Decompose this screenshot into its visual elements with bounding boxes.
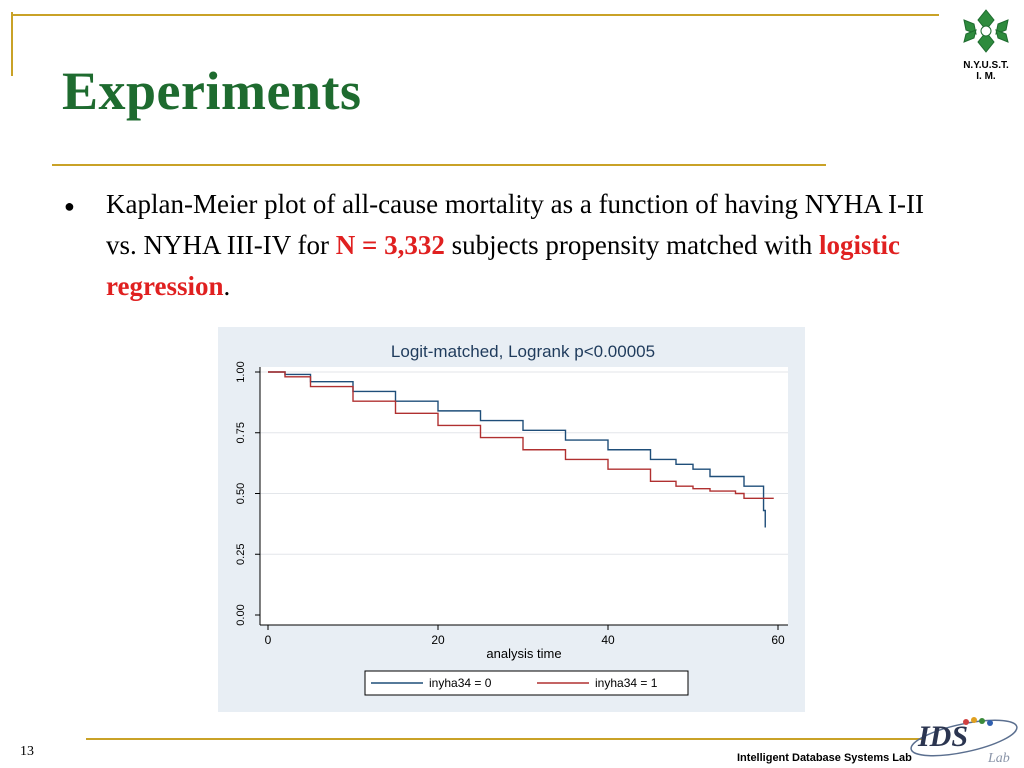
ids-logo-text: IDS (917, 720, 968, 753)
decorative-top-line (11, 14, 939, 16)
legend-label-1: inyha34 = 1 (595, 676, 658, 690)
y-tick-label: 0.50 (235, 483, 247, 504)
x-tick-label: 60 (771, 633, 785, 647)
chart-title: Logit-matched, Logrank p<0.00005 (391, 342, 655, 361)
grid-layer (260, 371, 788, 555)
y-tick-label: 0.00 (235, 604, 247, 625)
y-tick-label: 0.75 (235, 422, 247, 443)
title-underline (52, 164, 826, 166)
axis-layer: 0.00 0.25 0.50 0.75 1.00 0 20 40 60 (235, 361, 788, 647)
plot-area (260, 367, 788, 625)
bullet-text: Kaplan-Meier plot of all-cause mortality… (106, 184, 936, 307)
decorative-vertical-line (11, 12, 13, 76)
ids-lab-logo-icon: IDS Lab (910, 717, 1018, 766)
x-axis-label: analysis time (486, 646, 561, 661)
slide-title: Experiments (62, 61, 362, 121)
bullet-marker: ● (64, 196, 75, 216)
ids-logo-subtext: Lab (987, 751, 1010, 766)
kaplan-meier-chart: Logit-matched, Logrank p<0.00005 0.00 0.2… (218, 327, 805, 712)
footer-lab-name: Intelligent Database Systems Lab (737, 752, 912, 764)
legend-label-0: inyha34 = 0 (429, 676, 492, 690)
page-number: 13 (20, 744, 34, 759)
university-logo-icon (963, 9, 1009, 53)
bullet-part-1: Kaplan-Meier plot of all-cause mortality… (106, 189, 924, 260)
footer-line (86, 738, 922, 740)
y-tick-label: 1.00 (235, 361, 247, 382)
highlight-method: logistic regression (106, 230, 901, 301)
x-tick-label: 20 (431, 633, 445, 647)
bullet-part-3: . (223, 271, 231, 301)
bullet-part-2: subjects propensity matched with (444, 230, 820, 260)
y-tick-label: 0.25 (235, 544, 247, 565)
series-line-1 (268, 371, 774, 500)
legend: inyha34 = 0 inyha34 = 1 (364, 670, 689, 696)
chart-svg: Logit-matched, Logrank p<0.00005 0.00 0.2… (218, 327, 805, 712)
x-tick-label: 0 (265, 633, 272, 647)
highlight-sample-size: N = 3,332 (335, 230, 445, 260)
series-layer (268, 371, 774, 528)
logo-caption: N.Y.U.S.T. I. M. (963, 60, 1009, 82)
x-tick-label: 40 (601, 633, 615, 647)
